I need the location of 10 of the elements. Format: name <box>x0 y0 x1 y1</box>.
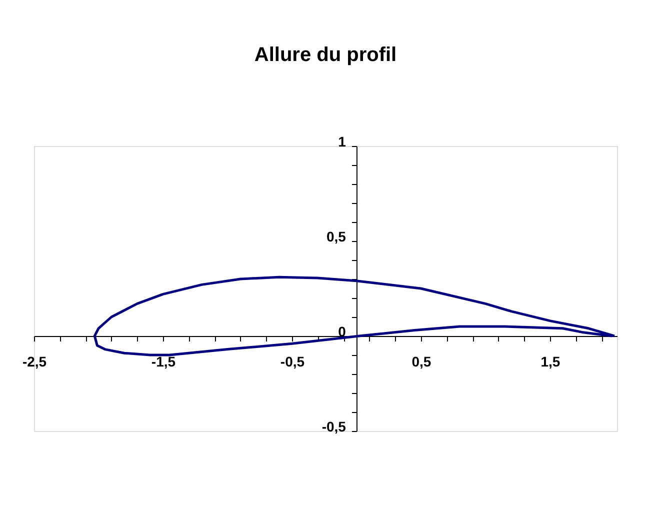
y-tick-label: 0,5 <box>326 228 346 244</box>
x-tick-label: -0,5 <box>280 354 305 370</box>
x-tick-label: 1,5 <box>540 354 560 370</box>
x-tick-label: -1,5 <box>151 354 176 370</box>
x-tick-label: -2,5 <box>22 354 47 370</box>
chart-title: Allure du profil <box>254 44 397 66</box>
x-tick-label: 0,5 <box>412 354 432 370</box>
y-tick-label: 1 <box>338 134 346 150</box>
y-tick-label: -0,5 <box>322 418 346 434</box>
y-tick-label: 0 <box>338 324 346 340</box>
